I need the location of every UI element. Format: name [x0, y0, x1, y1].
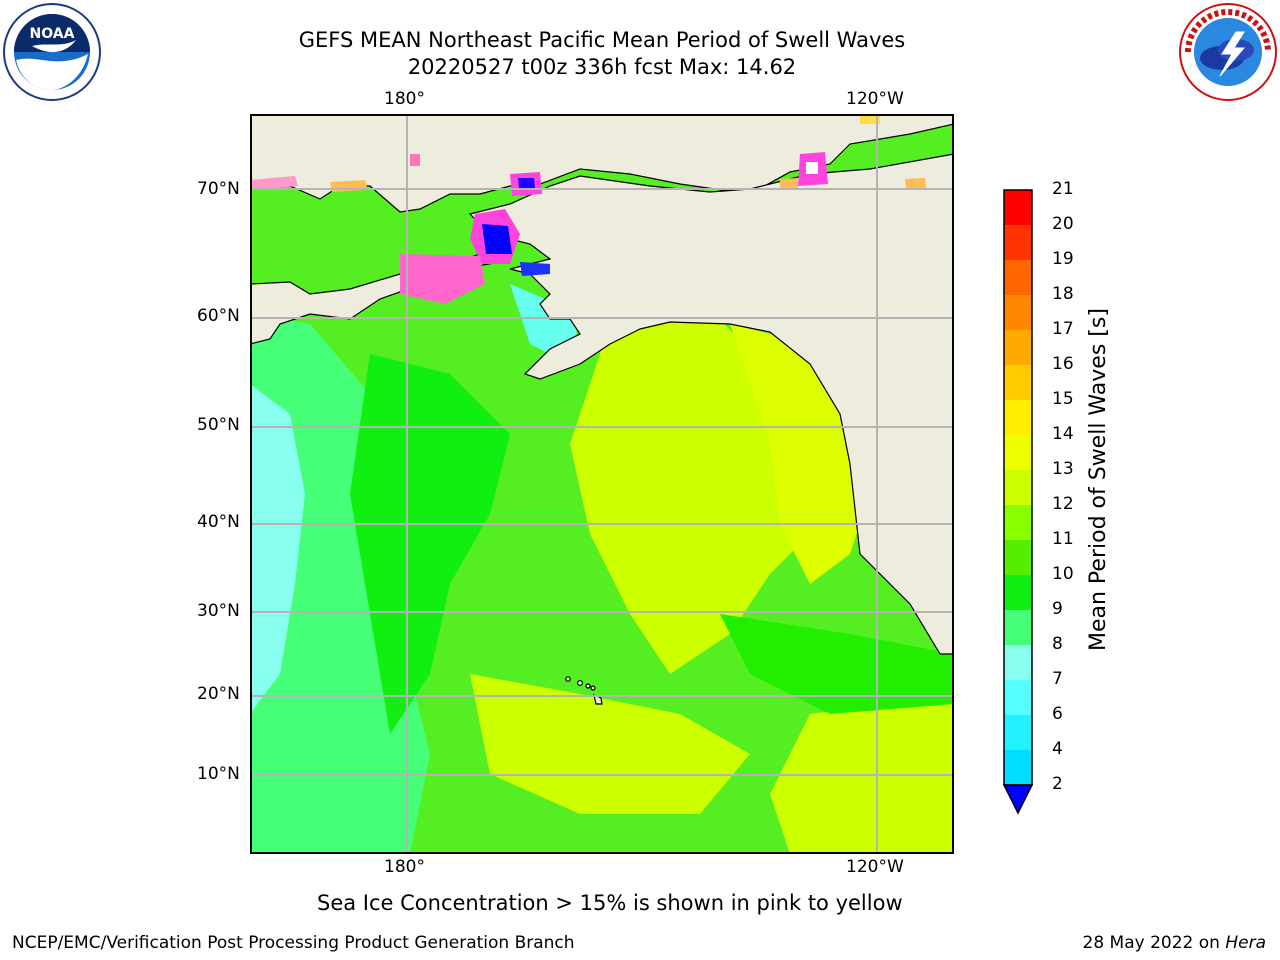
colorbar-tick: 10 — [1052, 564, 1074, 584]
colorbar-segment — [1004, 330, 1032, 366]
swell-band-12s-south — [470, 674, 750, 814]
noaa-logo-text: NOAA — [30, 26, 75, 42]
colorbar-tick: 2 — [1052, 774, 1063, 794]
colorbar-segment — [1004, 680, 1032, 716]
colorbar-tick: 9 — [1052, 599, 1063, 619]
lat-label-10n: 10°N — [197, 764, 240, 784]
colorbar-tick: 4 — [1052, 739, 1063, 759]
swell-band-10s-center — [350, 354, 510, 734]
lat-label-30n: 30°N — [197, 601, 240, 621]
nws-logo-icon — [1178, 2, 1278, 102]
lat-label-50n: 50°N — [197, 415, 240, 435]
colorbar-segment — [1004, 645, 1032, 681]
colorbar-segment — [1004, 470, 1032, 506]
land-alaska-canada — [468, 153, 954, 655]
lon-label-bottom-180: 180° — [384, 857, 425, 877]
lat-label-40n: 40°N — [197, 512, 240, 532]
swell-band-8s-west — [250, 384, 305, 714]
lat-label-60n: 60°N — [197, 306, 240, 326]
chart-subtitle: 20220527 t00z 336h fcst Max: 14.62 — [407, 55, 797, 79]
colorbar-ticks: 21 20 19 18 17 16 15 14 13 12 11 10 9 8 … — [1052, 179, 1112, 794]
colorbar-segment — [1004, 505, 1032, 541]
lon-label-bottom-120w: 120°W — [846, 857, 904, 877]
footer-host: Hera — [1225, 933, 1266, 953]
hawaii-islands — [565, 676, 603, 705]
colorbar-segment — [1004, 540, 1032, 576]
colorbar-segment — [1004, 365, 1032, 401]
lon-label-top-180: 180° — [384, 89, 425, 109]
graticule — [250, 114, 954, 854]
colorbar-segment — [1004, 610, 1032, 646]
swell-band-11s-southeast — [720, 614, 954, 714]
footer-date: 28 May 2022 on — [1082, 933, 1226, 953]
colorbar-segment — [1004, 575, 1032, 611]
colorbar-tick: 19 — [1052, 249, 1074, 269]
map-frame — [250, 114, 954, 854]
colorbar-tick: 15 — [1052, 389, 1074, 409]
colorbar-tick: 20 — [1052, 214, 1074, 234]
footer-right: 28 May 2022 on Hera — [1083, 933, 1267, 953]
noaa-logo-icon: NOAA — [2, 2, 102, 102]
colorbar-segment — [1004, 435, 1032, 471]
colorbar-tick: 6 — [1052, 704, 1063, 724]
colorbar-tick: 13 — [1052, 459, 1074, 479]
map-panel — [250, 114, 954, 854]
sea-ice-note: Sea Ice Concentration > 15% is shown in … — [317, 891, 903, 915]
colorbar-under-triangle — [1002, 784, 1034, 815]
colorbar-tick: 14 — [1052, 424, 1074, 444]
colorbar-tick: 7 — [1052, 669, 1063, 689]
colorbar — [1002, 189, 1034, 815]
colorbar-tick: 18 — [1052, 284, 1074, 304]
colorbar-label: Mean Period of Swell Waves [s] — [1086, 308, 1111, 651]
chart-title: GEFS MEAN Northeast Pacific Mean Period … — [298, 28, 906, 52]
colorbar-segment — [1004, 260, 1032, 296]
colorbar-segment — [1004, 225, 1032, 261]
colorbar-segment — [1004, 295, 1032, 331]
colorbar-segment — [1004, 190, 1032, 226]
footer-left: NCEP/EMC/Verification Post Processing Pr… — [12, 933, 575, 953]
colorbar-tick: 8 — [1052, 634, 1063, 654]
lon-label-top-120w: 120°W — [846, 89, 904, 109]
lat-label-20n: 20°N — [197, 684, 240, 704]
colorbar-tick: 16 — [1052, 354, 1074, 374]
colorbar-segment — [1004, 750, 1032, 786]
sea-ice-patches — [250, 114, 926, 304]
colorbar-tick: 12 — [1052, 494, 1074, 514]
lat-label-70n: 70°N — [197, 179, 240, 199]
colorbar-tick: 21 — [1052, 179, 1074, 199]
colorbar-tick: 17 — [1052, 319, 1074, 339]
colorbar-tick: 11 — [1052, 529, 1074, 549]
colorbar-segment — [1004, 400, 1032, 436]
colorbar-segment — [1004, 715, 1032, 751]
